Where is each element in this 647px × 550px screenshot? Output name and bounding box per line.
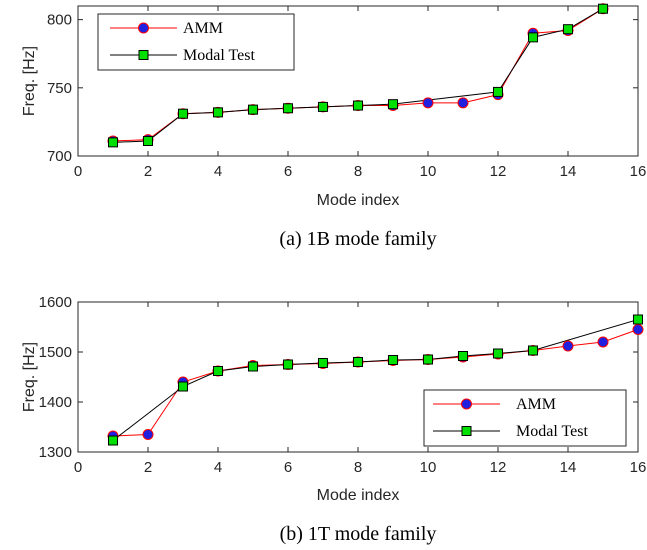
chart-a-modal-test-point [598,3,608,14]
chart-a-xtick-label: 4 [214,163,222,180]
chart-a-modal-test-point [143,136,153,146]
chart-b-modal-test-point [493,348,503,359]
chart-b-modal-test-point [633,314,643,325]
chart-a-modal-test-point [353,100,363,111]
chart-b: 0 2 4 6 8 10 12 14 16 1300 1400 1500 1600 Mode index… [21,294,646,545]
chart-b-legend-amm-marker [461,398,472,410]
chart-b-ytick-label: 1500 [39,344,72,361]
chart-b-modal-test-point [353,357,363,367]
chart-b-xlabel: Mode index [317,487,400,504]
chart-a-modal-test-point [563,24,573,35]
chart-a-legend: AMM Modal Test [97,13,295,71]
chart-b-modal-test-point [213,366,223,376]
chart-b-legend-modal-label: Modal Test [516,423,588,440]
chart-b-xtick-label: 0 [74,459,82,476]
chart-b-legend-amm-label: AMM [516,396,556,413]
chart-a-markers [107,3,609,148]
chart-b-amm-point [597,336,609,348]
chart-a-ylabel: Freq. [Hz] [21,46,38,116]
chart-a-modal-test-point [108,137,118,148]
chart-b-xtick-label: 8 [354,459,362,476]
chart-a-modal-test-point [283,103,293,114]
chart-a-xtick-label: 16 [630,163,647,180]
chart-b-xtick-label: 2 [144,459,152,476]
chart-a-legend-amm-marker [138,22,149,34]
chart-b-xtick-label: 10 [420,459,437,476]
chart-a-legend-box [97,13,295,71]
chart-a-modal-test-point [248,104,258,115]
chart-b-modal-test-point [528,345,538,356]
chart-a-legend-amm-label: AMM [183,20,223,37]
chart-b-amm-point [142,429,154,440]
chart-a: 0 2 4 6 8 10 12 14 16 700 750 800 Mode index Freq. … [21,3,646,250]
chart-a-ytick-label: 800 [47,12,72,29]
chart-b-legend-modal-marker [461,426,472,436]
chart-b-modal-test-point [388,355,398,365]
chart-b-xtick-label: 4 [214,459,222,476]
chart-a-modal-test-point [493,86,503,97]
chart-b-modal-test-point [318,358,328,368]
chart-a-ytick-label: 700 [47,148,72,165]
chart-b-ytick-label: 1400 [39,394,72,411]
chart-b-modal-test-point [108,435,118,446]
chart-b-amm-point [562,340,574,352]
chart-b-xtick-label: 6 [284,459,292,476]
chart-a-xlabel: Mode index [317,192,400,209]
chart-a-ticks: 0 2 4 6 8 10 12 14 16 700 750 800 [47,6,646,180]
chart-b-modal-test-point [423,354,433,365]
chart-b-ylabel: Freq. [Hz] [21,342,38,412]
chart-b-amm-point [632,324,644,335]
chart-a-modal-test-point [528,32,538,43]
chart-b-modal-test-point [458,351,468,361]
chart-a-xtick-label: 6 [284,163,292,180]
chart-b-ytick-label: 1600 [39,294,72,311]
chart-a-xtick-label: 10 [420,163,437,180]
chart-b-modal-test-point [283,359,293,370]
chart-b-markers [107,314,644,446]
chart-b-ytick-label: 1300 [39,444,72,461]
chart-a-xtick-label: 8 [354,163,362,180]
chart-a-modal-test-point [318,101,328,112]
chart-b-xtick-label: 12 [490,459,507,476]
chart-a-ytick-label: 750 [47,80,72,97]
chart-a-xtick-label: 0 [74,163,82,180]
chart-a-amm-point [422,97,434,109]
chart-a-modal-test-point [388,99,398,110]
chart-b-ticks: 0 2 4 6 8 10 12 14 16 1300 1400 1500 1600 [39,294,647,476]
chart-b-modal-test-point [178,381,188,392]
chart-a-xtick-label: 2 [144,163,152,180]
chart-a-caption: (a) 1B mode family [279,228,436,250]
chart-a-xtick-label: 14 [560,163,577,180]
chart-b-xtick-label: 16 [630,459,647,476]
chart-b-modal-test-point [248,361,258,372]
chart-b-legend: AMM Modal Test [423,389,627,447]
chart-b-legend-box [423,389,627,447]
chart-a-amm-point [457,97,469,109]
chart-a-legend-modal-label: Modal Test [183,47,255,64]
chart-b-caption: (b) 1T mode family [280,523,437,545]
chart-a-legend-modal-marker [138,50,149,60]
chart-a-modal-test-point [213,107,223,118]
chart-a-xtick-label: 12 [490,163,507,180]
chart-b-xtick-label: 14 [560,459,577,476]
chart-a-modal-test-point [178,108,188,119]
